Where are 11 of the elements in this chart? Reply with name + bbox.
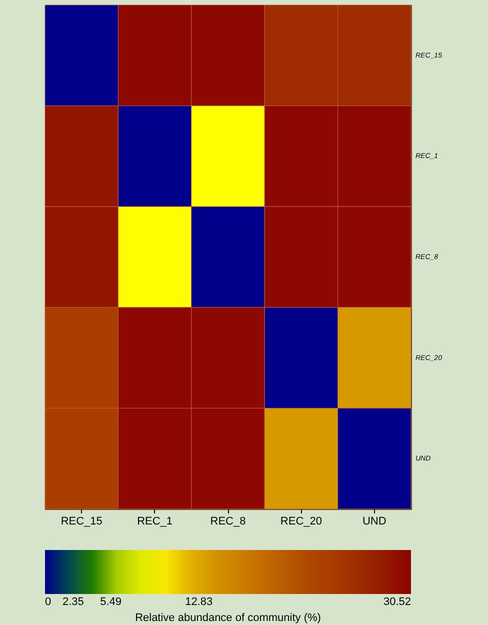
color-bar-label: 12.83 xyxy=(185,596,213,608)
x-tick-label: UND xyxy=(362,516,386,528)
color-bar-label: 5.49 xyxy=(100,596,122,608)
x-tick-label: REC_15 xyxy=(60,516,102,528)
x-tick-label: REC_20 xyxy=(280,516,322,528)
color-bar-label: 2.35 xyxy=(62,596,84,608)
color-bar-label: 0 xyxy=(45,596,52,608)
color-bar-title: Relative abundance of community (%) xyxy=(135,612,321,624)
x-tick-label: REC_1 xyxy=(137,516,173,528)
x-tick-label: REC_8 xyxy=(210,516,246,528)
color-bar-label: 30.52 xyxy=(383,596,411,608)
